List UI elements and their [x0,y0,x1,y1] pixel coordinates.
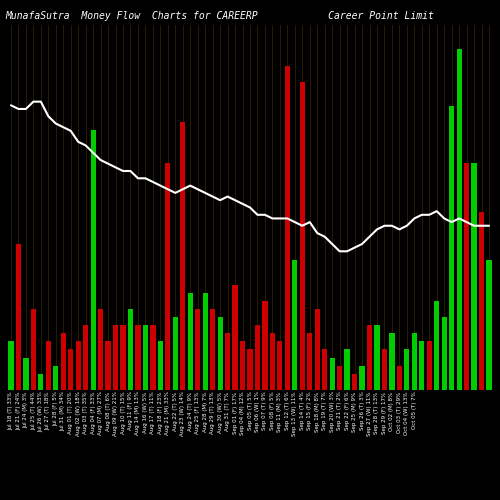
Bar [31,309,36,390]
Bar [113,325,118,390]
Bar [367,325,372,390]
Bar [314,309,320,390]
Bar [38,374,44,390]
Bar [150,325,156,390]
Bar [76,342,81,390]
Bar [442,317,447,390]
Bar [404,350,409,390]
Bar [382,350,387,390]
Bar [284,66,290,390]
Bar [158,342,163,390]
Bar [60,333,66,390]
Bar [248,350,252,390]
Bar [106,342,110,390]
Bar [464,163,469,390]
Bar [300,82,305,390]
Bar [472,163,476,390]
Bar [449,106,454,390]
Bar [225,333,230,390]
Bar [322,350,328,390]
Bar [188,292,193,390]
Bar [434,301,440,390]
Bar [16,244,21,390]
Bar [479,212,484,390]
Bar [262,301,268,390]
Bar [255,325,260,390]
Bar [419,342,424,390]
Bar [344,350,350,390]
Bar [337,366,342,390]
Bar [120,325,126,390]
Bar [90,130,96,390]
Bar [270,333,275,390]
Bar [426,342,432,390]
Bar [360,366,364,390]
Bar [412,333,417,390]
Bar [352,374,357,390]
Bar [218,317,222,390]
Bar [46,342,51,390]
Bar [374,325,380,390]
Bar [486,260,492,390]
Bar [172,317,178,390]
Bar [390,333,394,390]
Bar [278,342,282,390]
Bar [292,260,298,390]
Bar [83,325,88,390]
Bar [307,333,312,390]
Bar [330,358,335,390]
Bar [202,292,208,390]
Text: MunafaSutra  Money Flow  Charts for CAREERP            Career Point Limit: MunafaSutra Money Flow Charts for CAREER… [5,12,434,22]
Bar [24,358,28,390]
Bar [98,309,103,390]
Bar [128,309,133,390]
Bar [165,163,170,390]
Bar [232,284,237,390]
Bar [68,350,73,390]
Bar [210,309,216,390]
Bar [195,309,200,390]
Bar [240,342,245,390]
Bar [397,366,402,390]
Bar [8,342,14,390]
Bar [456,50,462,390]
Bar [136,325,140,390]
Bar [53,366,59,390]
Bar [180,122,186,390]
Bar [143,325,148,390]
